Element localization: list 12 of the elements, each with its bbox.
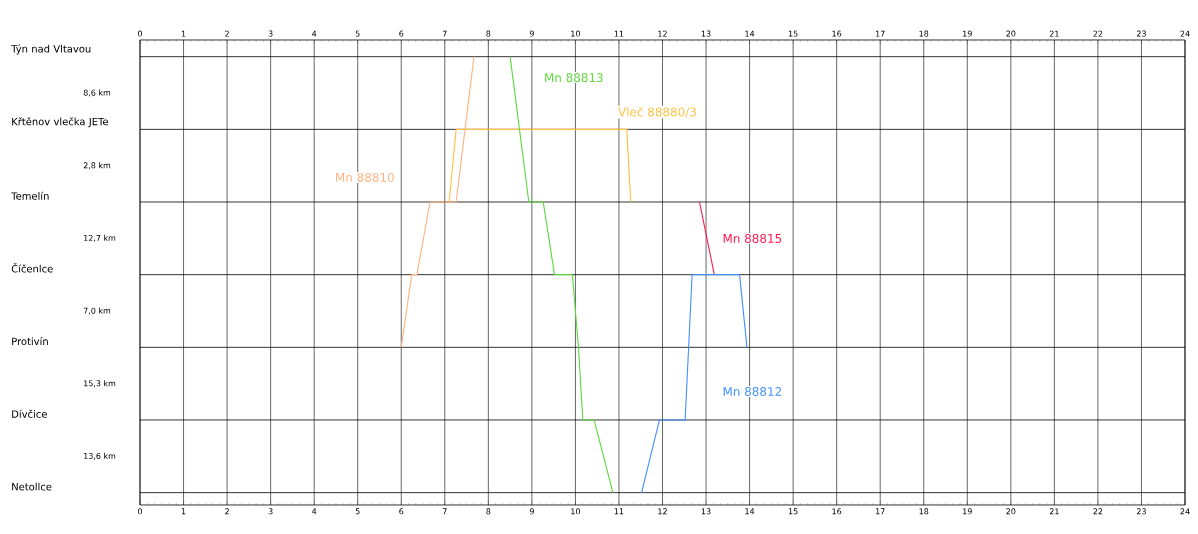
text: Číčenlce: [11, 263, 53, 273]
series-label: Mn 88815: [723, 233, 782, 243]
text: Křtěnov vlečka JETe: [12, 117, 109, 128]
text: Týn nad Vltavou: [11, 44, 91, 55]
text: Mn 88812: [723, 386, 781, 397]
text: Dívčice: [12, 409, 47, 418]
text: Netollce: [12, 482, 52, 491]
series-label: Vleč 88880/3: [618, 106, 696, 118]
text: Mn 88813: [545, 73, 603, 83]
text: Mn 88810: [336, 172, 394, 182]
text: Temelín: [11, 191, 49, 200]
text: Protivín: [12, 336, 48, 346]
